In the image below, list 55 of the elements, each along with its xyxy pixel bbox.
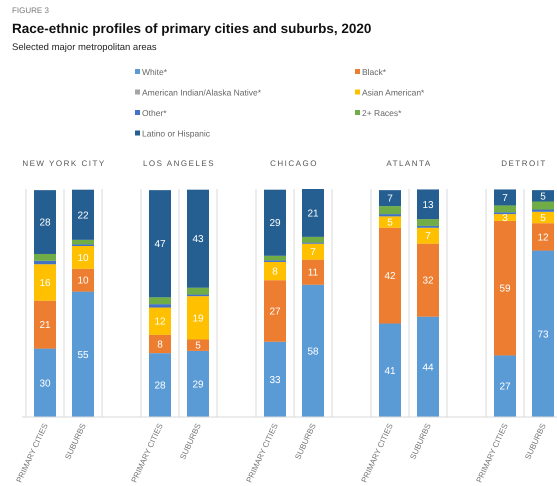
data-label: 7 bbox=[387, 194, 394, 205]
data-label: 27 bbox=[499, 382, 511, 393]
data-label: 13 bbox=[422, 200, 434, 211]
data-label: 42 bbox=[384, 271, 396, 282]
data-label: 32 bbox=[422, 276, 434, 287]
text: CHICAGO bbox=[270, 159, 318, 168]
legend-label: White* bbox=[142, 67, 168, 77]
data-label: 3 bbox=[502, 213, 508, 224]
data-label: 7 bbox=[310, 247, 316, 258]
data-label: 29 bbox=[192, 379, 204, 390]
data-label: 16 bbox=[39, 278, 51, 289]
data-label: 19 bbox=[192, 313, 204, 324]
data-label: 5 bbox=[540, 191, 546, 202]
data-label: 43 bbox=[192, 234, 204, 246]
data-label: 21 bbox=[39, 320, 51, 332]
caption: FIGURE 3 bbox=[12, 6, 50, 15]
data-label: 5 bbox=[387, 218, 394, 229]
data-label: 12 bbox=[537, 232, 549, 244]
data-label: 28 bbox=[39, 218, 51, 229]
legend-label: Latino or Hispanic bbox=[142, 128, 211, 138]
data-label: 22 bbox=[77, 210, 89, 222]
data-label: 33 bbox=[269, 374, 281, 386]
data-label: 27 bbox=[269, 306, 281, 318]
data-label: 8 bbox=[272, 266, 278, 278]
data-label: 28 bbox=[154, 380, 166, 392]
data-label: 30 bbox=[39, 378, 51, 390]
legend-label: 2+ Races* bbox=[362, 108, 402, 118]
legend-label: American Indian/Alaska Native* bbox=[142, 88, 262, 98]
data-label: 59 bbox=[499, 284, 511, 295]
data-label: 7 bbox=[502, 192, 508, 204]
data-label: 5 bbox=[540, 213, 546, 224]
data-label: 5 bbox=[195, 340, 202, 352]
data-label: 11 bbox=[308, 268, 319, 279]
data-label: 44 bbox=[422, 362, 434, 374]
text: NEW YORK CITY bbox=[22, 159, 106, 168]
data-label: 41 bbox=[384, 366, 396, 377]
legend-label: Asian American* bbox=[362, 88, 426, 98]
data-label: 47 bbox=[154, 239, 166, 250]
data-label: 10 bbox=[77, 276, 89, 287]
data-label: 12 bbox=[154, 316, 166, 328]
data-label: 8 bbox=[157, 340, 164, 351]
legend-label: Black* bbox=[362, 67, 387, 77]
data-label: 58 bbox=[307, 346, 319, 358]
text: LOS ANGELES bbox=[142, 159, 216, 168]
data-label: 21 bbox=[307, 208, 319, 220]
data-label: 73 bbox=[537, 329, 549, 340]
chart-subtitle: Selected major metropolitan areas bbox=[12, 42, 157, 53]
data-label: 10 bbox=[77, 252, 89, 264]
chart-title: Race-ethnic profiles of primary cities and suburbs, 2020 bbox=[12, 21, 372, 36]
text: ATLANTA bbox=[386, 159, 432, 168]
text: DETROIT bbox=[501, 159, 547, 168]
legend-label: Other* bbox=[142, 108, 168, 118]
data-label: 55 bbox=[77, 350, 89, 361]
data-label: 7 bbox=[425, 231, 432, 242]
data-label: 29 bbox=[269, 218, 281, 230]
